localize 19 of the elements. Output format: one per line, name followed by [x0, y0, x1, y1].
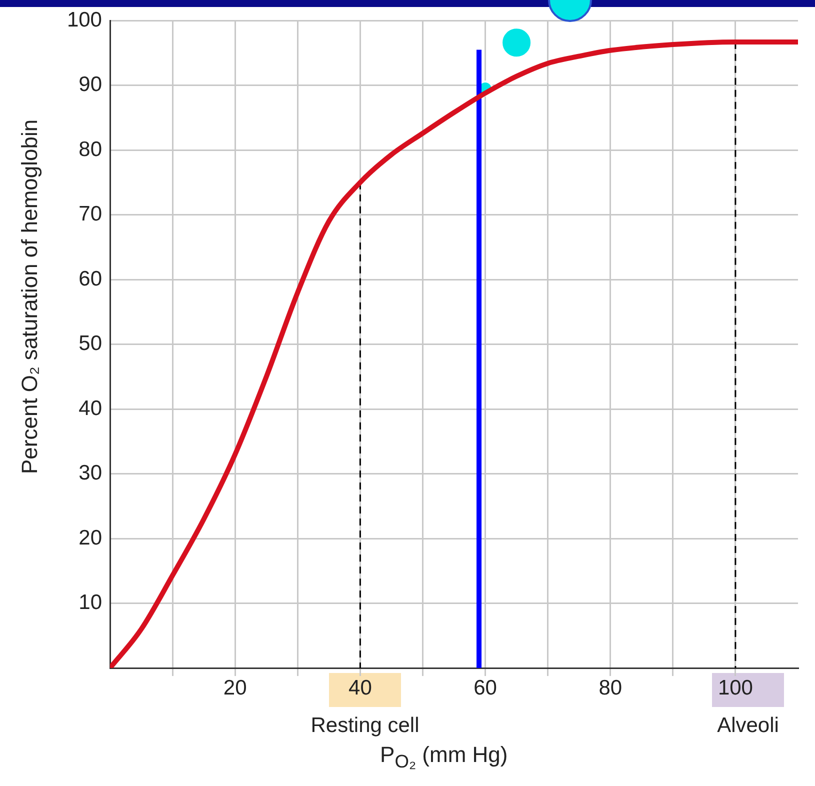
y-tick-label: 90: [78, 73, 102, 96]
y-tick-label: 60: [78, 267, 102, 290]
y-tick-label: 20: [78, 526, 102, 550]
y-tick-label: 50: [78, 332, 102, 356]
y-tick-label: 80: [78, 138, 102, 161]
x-tick-label: 80: [598, 676, 622, 700]
x-tick-label: 100: [718, 676, 753, 700]
x-tick-label: 60: [474, 676, 497, 700]
x-axis-title: P$_{O₂}$ (mm Hg): [380, 742, 508, 772]
text: Alveoli: [717, 714, 779, 737]
x-tick-label: 40: [348, 676, 372, 700]
y-axis-title: Percent O₂ saturation of hemoglobin: [17, 119, 43, 474]
y-tick-label: 100: [66, 8, 102, 32]
text: Resting cell: [310, 714, 420, 737]
y-tick-label: 30: [78, 462, 102, 485]
y-tick-label: 10: [78, 591, 102, 614]
y-tick-label: 70: [78, 202, 102, 226]
x-tick-label: 20: [223, 676, 247, 700]
y-tick-label: 40: [78, 396, 102, 420]
